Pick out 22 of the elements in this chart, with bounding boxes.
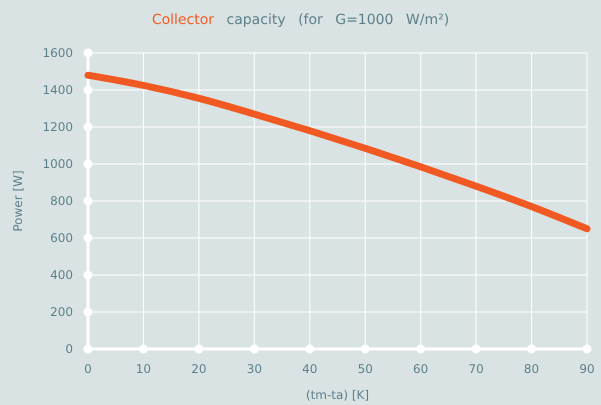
x-tick-label: 70 <box>468 362 484 376</box>
y-tick-label: 400 <box>50 268 73 282</box>
y-axis-title: Power [W] <box>11 170 25 232</box>
x-tick-label: 60 <box>413 362 428 376</box>
x-tick-label: 90 <box>579 362 595 376</box>
x-axis-title: (tm-ta) [K] <box>306 388 370 402</box>
y-tick-label: 0 <box>65 342 73 356</box>
y-tick-label: 1000 <box>42 157 73 171</box>
x-tick-label: 80 <box>524 362 540 376</box>
x-tick-label: 20 <box>191 362 207 376</box>
y-tick-label: 200 <box>50 305 73 319</box>
y-tick-label: 600 <box>50 231 73 245</box>
x-tick-label: 30 <box>246 362 262 376</box>
chart-title: Collector capacity (for G=1000 W/m²) <box>152 12 450 28</box>
y-tick-label: 1200 <box>42 120 73 134</box>
y-tick-label: 800 <box>50 194 73 208</box>
x-tick-label: 0 <box>84 362 92 376</box>
x-tick-label: 10 <box>136 362 152 376</box>
x-tick-label: 40 <box>302 362 318 376</box>
y-tick-label: 1600 <box>42 46 73 60</box>
y-tick-label: 1400 <box>42 83 73 97</box>
x-tick-label: 50 <box>358 362 373 376</box>
